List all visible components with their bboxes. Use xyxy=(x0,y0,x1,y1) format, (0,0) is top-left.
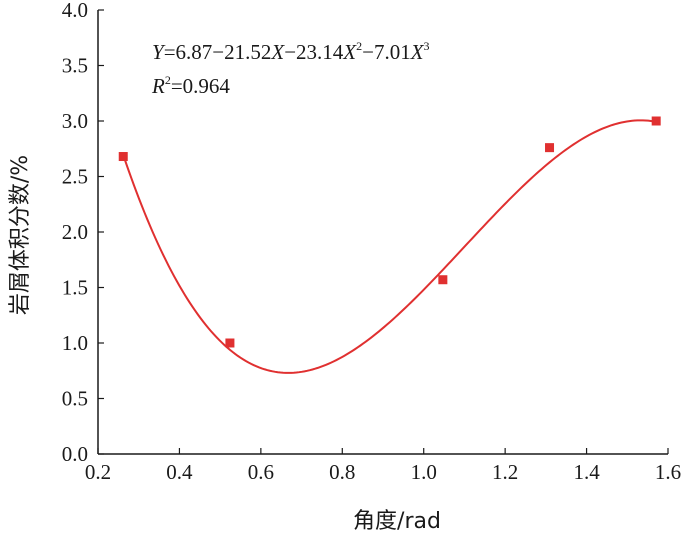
data-point xyxy=(545,143,555,153)
x-tick-label: 1.6 xyxy=(655,460,681,484)
x-tick-label: 1.0 xyxy=(411,460,437,484)
fit-curve xyxy=(122,119,657,374)
y-axis-label: 岩屑体积分数/% xyxy=(8,155,33,315)
y-tick-label: 1.5 xyxy=(62,276,88,300)
y-tick-label: 0.5 xyxy=(62,387,88,411)
data-point xyxy=(438,275,448,285)
y-tick-label: 3.0 xyxy=(62,109,88,133)
r-squared: R2=0.964 xyxy=(151,73,230,98)
data-point xyxy=(651,116,661,126)
y-tick-label: 2.5 xyxy=(62,165,88,189)
y-tick-labels: 0.0 0.5 1.0 1.5 2.0 2.5 3.0 3.5 4.0 xyxy=(62,0,88,466)
x-tick-label: 0.6 xyxy=(248,460,274,484)
x-tick-label: 0.8 xyxy=(329,460,355,484)
y-tick-label: 4.0 xyxy=(62,0,88,22)
axes xyxy=(97,9,669,455)
fit-equation: Y=6.87−21.52X−23.14X2−7.01X3 xyxy=(152,39,430,64)
x-tick-label: 0.4 xyxy=(166,460,193,484)
x-axis-label: 角度/rad xyxy=(353,509,441,534)
x-tick-label: 1.4 xyxy=(573,460,600,484)
data-point xyxy=(118,152,128,162)
x-tick-labels: 0.2 0.4 0.6 0.8 1.0 1.2 1.4 1.6 xyxy=(85,460,681,484)
y-tick-label: 1.0 xyxy=(62,331,88,355)
y-tick-label: 3.5 xyxy=(62,54,88,78)
x-tick-label: 0.2 xyxy=(85,460,111,484)
y-tick-label: 0.0 xyxy=(62,442,88,466)
data-points xyxy=(118,116,661,348)
x-tick-label: 1.2 xyxy=(492,460,518,484)
data-point xyxy=(225,338,235,348)
y-tick-label: 2.0 xyxy=(62,220,88,244)
